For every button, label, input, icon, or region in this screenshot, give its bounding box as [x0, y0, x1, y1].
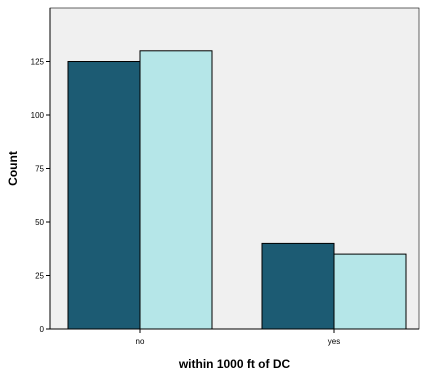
bars-group: [67, 50, 407, 330]
x-axis-title: within 1000 ft of DC: [178, 357, 291, 371]
y-axis-title: Count: [6, 151, 20, 186]
bar-yes-series-1: [261, 242, 335, 330]
x-tick-label-no: no: [136, 337, 145, 346]
x-axis: no yes: [50, 328, 419, 346]
y-tick-label: 50: [35, 218, 44, 227]
bar-no-series-1: [67, 61, 141, 330]
y-tick-label: 100: [31, 111, 45, 120]
y-tick-label: 125: [31, 58, 45, 67]
y-tick-label: 0: [40, 325, 45, 334]
bar-yes-series-2: [333, 253, 407, 330]
bar-no-series-2: [139, 50, 213, 330]
y-tick-label: 75: [35, 165, 44, 174]
y-axis: 0 25 50 75 100 125: [31, 8, 51, 334]
y-tick-label: 25: [35, 272, 44, 281]
x-tick-label-yes: yes: [328, 337, 340, 346]
